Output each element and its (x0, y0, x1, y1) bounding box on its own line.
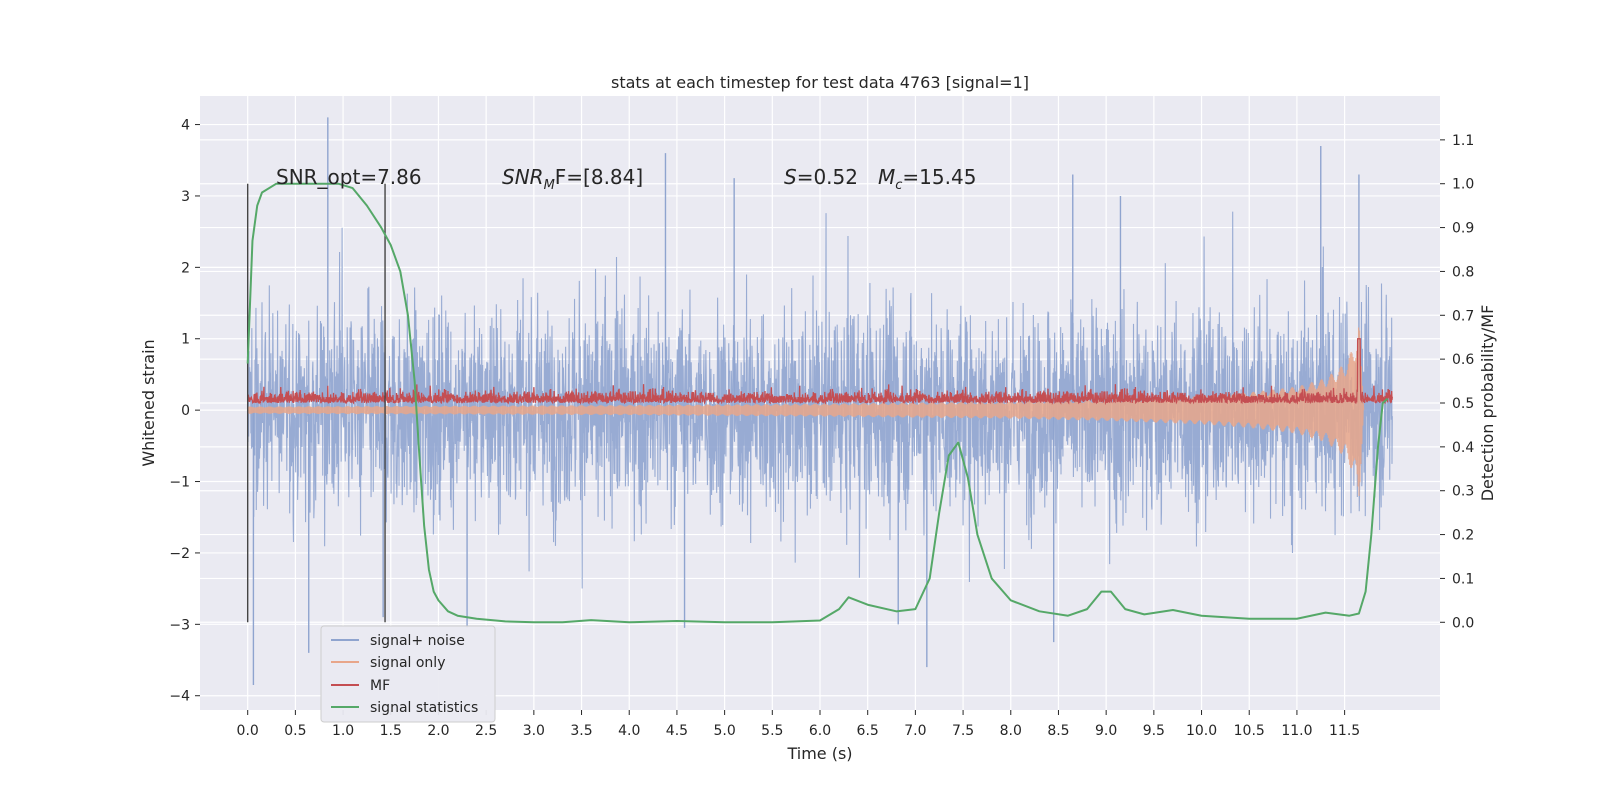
right-y-tick-label: 0.5 (1452, 396, 1474, 412)
x-tick-label: 6.5 (857, 723, 879, 739)
x-tick-label: 1.5 (380, 723, 402, 739)
signal-statistics-series (246, 182, 1389, 624)
right-y-tick-label: 0.3 (1452, 484, 1474, 500)
x-tick-label: 5.0 (713, 723, 735, 739)
s-stat-value: =0.52 (797, 165, 858, 189)
x-tick-label: 6.0 (809, 723, 831, 739)
legend-label-signal-statistics: signal statistics (370, 700, 478, 716)
legend-box (320, 625, 496, 723)
y-tick-label: 4 (181, 118, 190, 134)
x-tick-label: 7.0 (904, 723, 926, 739)
y-axis-label: Whitened strain (139, 339, 158, 466)
snr-opt-annotation: SNR_opt=7.86 (276, 165, 422, 189)
x-tick-label: 3.5 (570, 723, 592, 739)
mc-value: =15.45 (902, 165, 976, 189)
x-tick-label: 0.5 (284, 723, 306, 739)
right-y-tick-label: 0.2 (1452, 528, 1474, 544)
x-tick-label: 9.0 (1095, 723, 1117, 739)
y-tick-label: −2 (169, 546, 190, 562)
x-tick-label: 2.5 (475, 723, 497, 739)
x-tick-label: 7.5 (952, 723, 974, 739)
y-tick-label: −1 (169, 475, 190, 491)
y-tick-label: 3 (181, 189, 190, 205)
x-tick-label: 11.0 (1281, 723, 1312, 739)
x-tick-label: 8.0 (1000, 723, 1022, 739)
x-tick-label: 10.5 (1234, 723, 1265, 739)
snr-mf-annotation: SNRMF=[8.84] (502, 165, 643, 193)
y-tick-label: −3 (169, 617, 190, 633)
right-y-tick-label: 1.0 (1452, 177, 1474, 193)
x-axis-ticks: 0.0 0.5 1.0 1.5 2.0 2.5 3.0 3.5 4.0 4.5 5.0 5.5 6.0 6… (237, 710, 1360, 739)
signal-only-series (247, 327, 1365, 496)
y-tick-label: 1 (181, 332, 190, 348)
mc-annotation: Mc=15.45 (878, 165, 976, 193)
right-y-tick-label: 0.4 (1452, 440, 1474, 456)
mc-subscript: c (895, 178, 902, 193)
chart-title: stats at each timestep for test data 476… (611, 73, 1029, 92)
right-y-tick-label: 0.6 (1452, 352, 1474, 368)
x-tick-label: 10.0 (1186, 723, 1217, 739)
mf-line (247, 338, 1393, 406)
right-y-axis-ticks: 0.0 0.1 0.2 0.3 0.4 0.5 0.6 0.7 0.8 0.9 1.0 1.1 (1440, 133, 1474, 631)
x-tick-label: 0.0 (237, 723, 259, 739)
marker-lines (246, 183, 386, 623)
legend-label-mf: MF (370, 678, 390, 694)
x-tick-label: 4.5 (666, 723, 688, 739)
y-axis-ticks: −4 −3 −2 −1 0 1 2 3 4 (169, 118, 200, 705)
y-tick-label: 2 (181, 260, 190, 276)
legend-label-signal-only: signal only (370, 655, 445, 671)
signal-statistics-line (246, 182, 1389, 624)
y-tick-label: −4 (169, 689, 190, 705)
s-stat-name: S (784, 165, 797, 189)
snr-mf-suffix: F=[8.84] (555, 165, 643, 189)
x-tick-label: 11.5 (1329, 723, 1360, 739)
right-y-tick-label: 0.7 (1452, 308, 1474, 324)
right-y-axis-label: Detection probability/MF (1478, 305, 1497, 502)
right-y-tick-label: 0.0 (1452, 615, 1474, 631)
x-tick-label: 5.5 (761, 723, 783, 739)
mf-series (247, 338, 1393, 406)
snr-mf-prefix: SNR (502, 165, 544, 189)
s-stat-annotation: S=0.52 (784, 165, 858, 189)
right-y-tick-label: 0.8 (1452, 264, 1474, 280)
snr-mf-subscript: M (544, 178, 555, 193)
right-y-tick-label: 0.1 (1452, 571, 1474, 587)
y-tick-label: 0 (181, 403, 190, 419)
x-axis-label: Time (s) (786, 744, 852, 763)
legend: signal+ noise signal only MF signal stat… (320, 625, 496, 723)
right-y-tick-label: 0.9 (1452, 221, 1474, 237)
signal-only-line (247, 327, 1365, 496)
x-tick-label: 9.5 (1143, 723, 1165, 739)
x-tick-label: 8.5 (1047, 723, 1069, 739)
x-tick-label: 3.0 (523, 723, 545, 739)
x-tick-label: 4.0 (618, 723, 640, 739)
mc-name: M (878, 165, 895, 189)
legend-label-signal-noise: signal+ noise (370, 633, 465, 649)
right-y-tick-label: 1.1 (1452, 133, 1474, 149)
x-tick-label: 2.0 (427, 723, 449, 739)
x-tick-label: 1.0 (332, 723, 354, 739)
